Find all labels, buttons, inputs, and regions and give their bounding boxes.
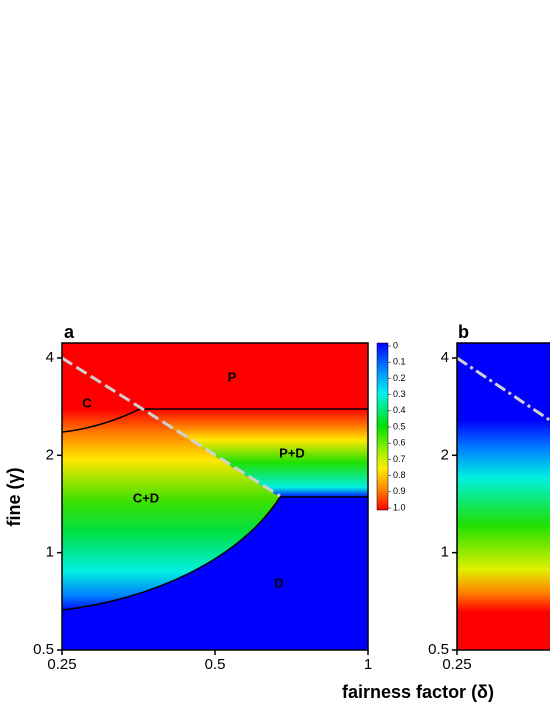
dashdot-line [456, 356, 550, 423]
y-axis-title: fine (γ) [4, 467, 24, 526]
x-tick-label: 0.25 [442, 656, 471, 673]
y-tick-label: 1 [441, 544, 449, 561]
y-tick-label: 0.5 [33, 641, 54, 658]
panel-label: b [458, 322, 469, 342]
region-label: P [228, 369, 237, 384]
y-tick-label: 2 [46, 446, 54, 463]
y-tick-label: 2 [441, 446, 449, 463]
colorbar [376, 342, 389, 511]
heatmap-b [456, 342, 550, 651]
x-tick-label: 0.25 [47, 656, 76, 673]
x-tick-label: 0.5 [205, 656, 226, 673]
colorbar-label: 0.3 [393, 389, 406, 399]
colorbar-label: 0.5 [393, 421, 406, 431]
boundary [62, 496, 368, 611]
region-label: D [274, 575, 283, 590]
region-label: C+D [133, 490, 159, 505]
x-tick-label: 1 [364, 656, 372, 673]
colorbar-label: 0.2 [393, 373, 406, 383]
heat-bg [457, 343, 550, 650]
region-label: P+D [279, 445, 305, 460]
colorbar-label: 0 [393, 340, 398, 350]
panel-label: a [64, 322, 75, 342]
heatmap-a [62, 343, 368, 650]
colorbar-label: 0.8 [393, 470, 406, 480]
frame [456, 342, 550, 651]
colorbar-label: 0.4 [393, 405, 406, 415]
boundary [62, 408, 141, 433]
colorbar-label: 0.7 [393, 454, 406, 464]
heat-right [140, 409, 368, 497]
y-tick-label: 4 [46, 349, 54, 366]
colorbar-label: 0.9 [393, 486, 406, 496]
y-tick-label: 1 [46, 544, 54, 561]
colorbar-label: 0.1 [393, 357, 406, 367]
region-label: C [82, 395, 92, 410]
heat-left [62, 409, 280, 610]
x-axis-title: fairness factor (δ) [342, 682, 494, 702]
dashed-line [62, 356, 281, 498]
colorbar-label: 0.6 [393, 438, 406, 448]
y-tick-label: 0.5 [428, 641, 449, 658]
colorbar-label: 1.0 [393, 502, 406, 512]
heat-red [62, 343, 368, 409]
y-tick-label: 4 [441, 349, 449, 366]
